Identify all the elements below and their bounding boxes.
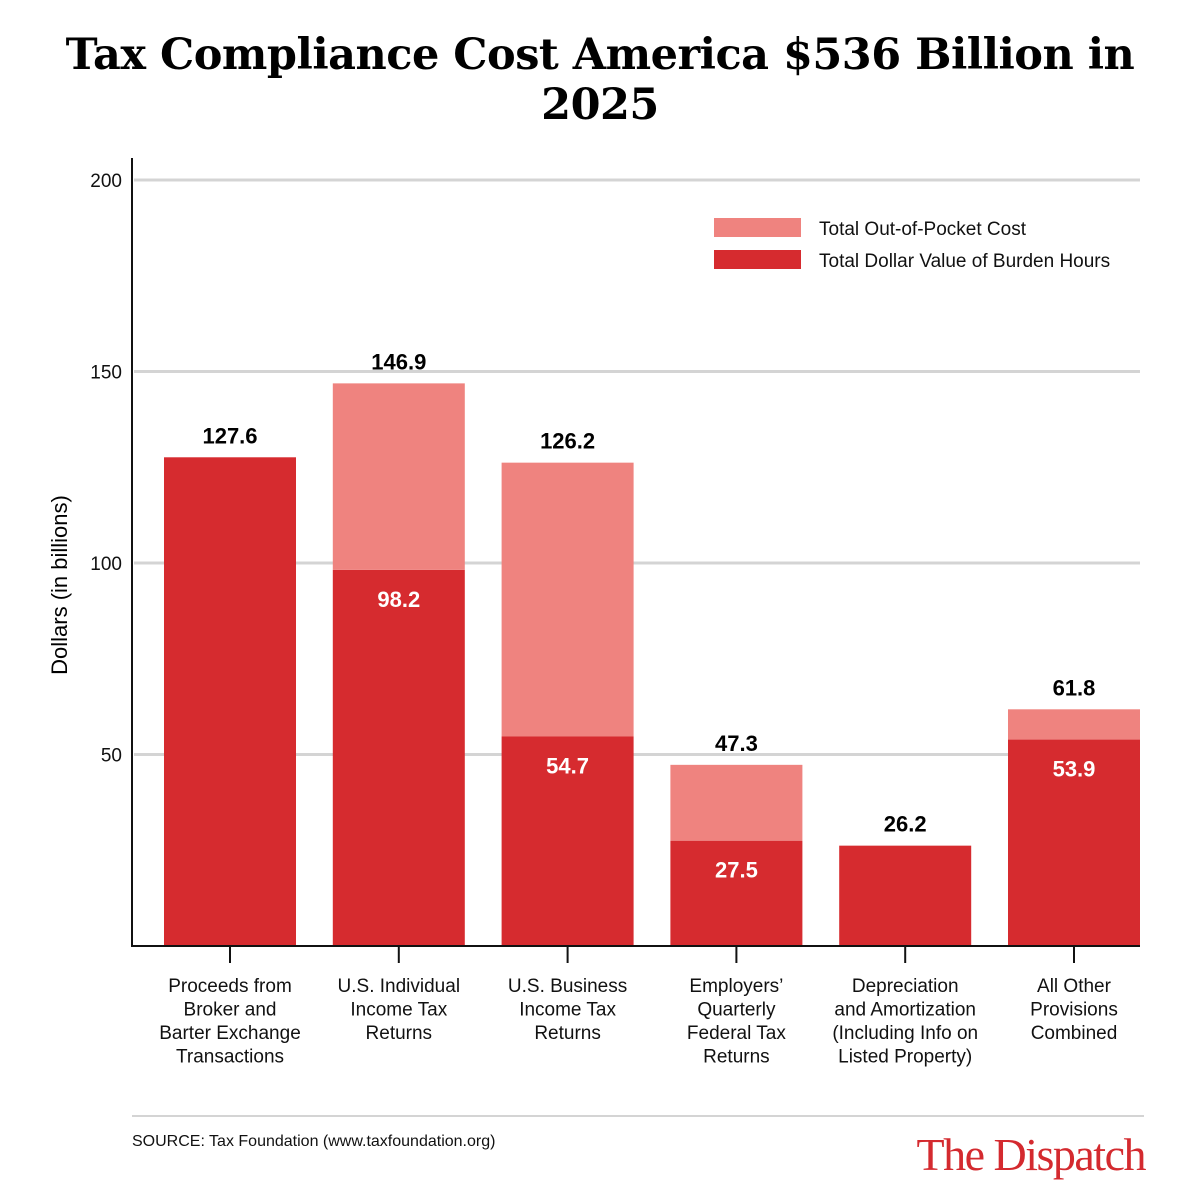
x-tick-label: Employers’ [689, 976, 783, 997]
bar-segment [332, 383, 465, 570]
x-tick-label: U.S. Business [508, 976, 627, 997]
legend-swatch [714, 218, 801, 237]
bar-segment [332, 569, 465, 946]
x-tick-label: Barter Exchange [159, 1023, 301, 1044]
x-tick-label: Income Tax [519, 1000, 616, 1021]
x-tick-label: Returns [703, 1047, 770, 1068]
bar-segment-label: 98.2 [377, 587, 420, 612]
x-tick-label: Broker and [184, 1000, 277, 1021]
x-tick-label: (Including Info on [832, 1023, 978, 1044]
x-tick-label: Returns [366, 1023, 433, 1044]
x-tick-label: Quarterly [697, 1000, 776, 1021]
x-tick-label: Transactions [176, 1047, 284, 1068]
x-tick-label: U.S. Individual [338, 976, 461, 997]
y-tick-label: 50 [101, 746, 122, 767]
x-tick-label: Income Tax [350, 1000, 447, 1021]
brand-logo: The Dispatch [916, 1129, 1146, 1180]
bar-total-label: 126.2 [540, 429, 595, 454]
x-tick-label: Depreciation [852, 976, 959, 997]
legend-label: Total Dollar Value of Burden Hours [819, 251, 1110, 272]
x-tick-label: Returns [534, 1023, 601, 1044]
footer-divider [132, 1115, 1144, 1117]
bar-segment [1008, 709, 1140, 740]
x-tick-label: Provisions [1030, 1000, 1118, 1021]
bar-total-label: 47.3 [715, 731, 758, 756]
y-tick-label: 200 [90, 171, 122, 192]
source-note: SOURCE: Tax Foundation (www.taxfoundatio… [132, 1133, 496, 1150]
bar-segment [670, 764, 803, 841]
bar-total-label: 61.8 [1053, 675, 1096, 700]
bar-total-label: 26.2 [884, 812, 927, 837]
chart-title: Tax Compliance Cost America $536 Billion… [65, 30, 1135, 130]
bar-segment [501, 462, 634, 737]
x-tick-label: All Other [1037, 976, 1112, 997]
y-tick-label: 150 [90, 363, 122, 384]
bar-segment [670, 840, 803, 946]
bar-total-label: 127.6 [202, 423, 257, 448]
x-tick-label: Federal Tax [687, 1023, 786, 1044]
x-tick-label: Listed Property) [838, 1047, 972, 1068]
bar-segment [839, 845, 972, 946]
bar-segment [1008, 739, 1140, 946]
bar-total-label: 146.9 [371, 349, 426, 374]
bar-segment-label: 53.9 [1053, 757, 1096, 782]
x-tick-label: Combined [1031, 1023, 1118, 1044]
y-axis-label: Dollars (in billions) [47, 495, 72, 675]
x-tick-label: and Amortization [834, 1000, 976, 1021]
y-tick-label: 100 [90, 554, 122, 575]
legend-label: Total Out-of-Pocket Cost [819, 219, 1027, 240]
bar-segment-label: 54.7 [546, 753, 589, 778]
x-tick-label: Proceeds from [168, 976, 292, 997]
bar-segment-label: 27.5 [715, 858, 758, 883]
legend-swatch [714, 250, 801, 269]
bar-segment [164, 457, 296, 946]
bar-segment [501, 736, 634, 946]
